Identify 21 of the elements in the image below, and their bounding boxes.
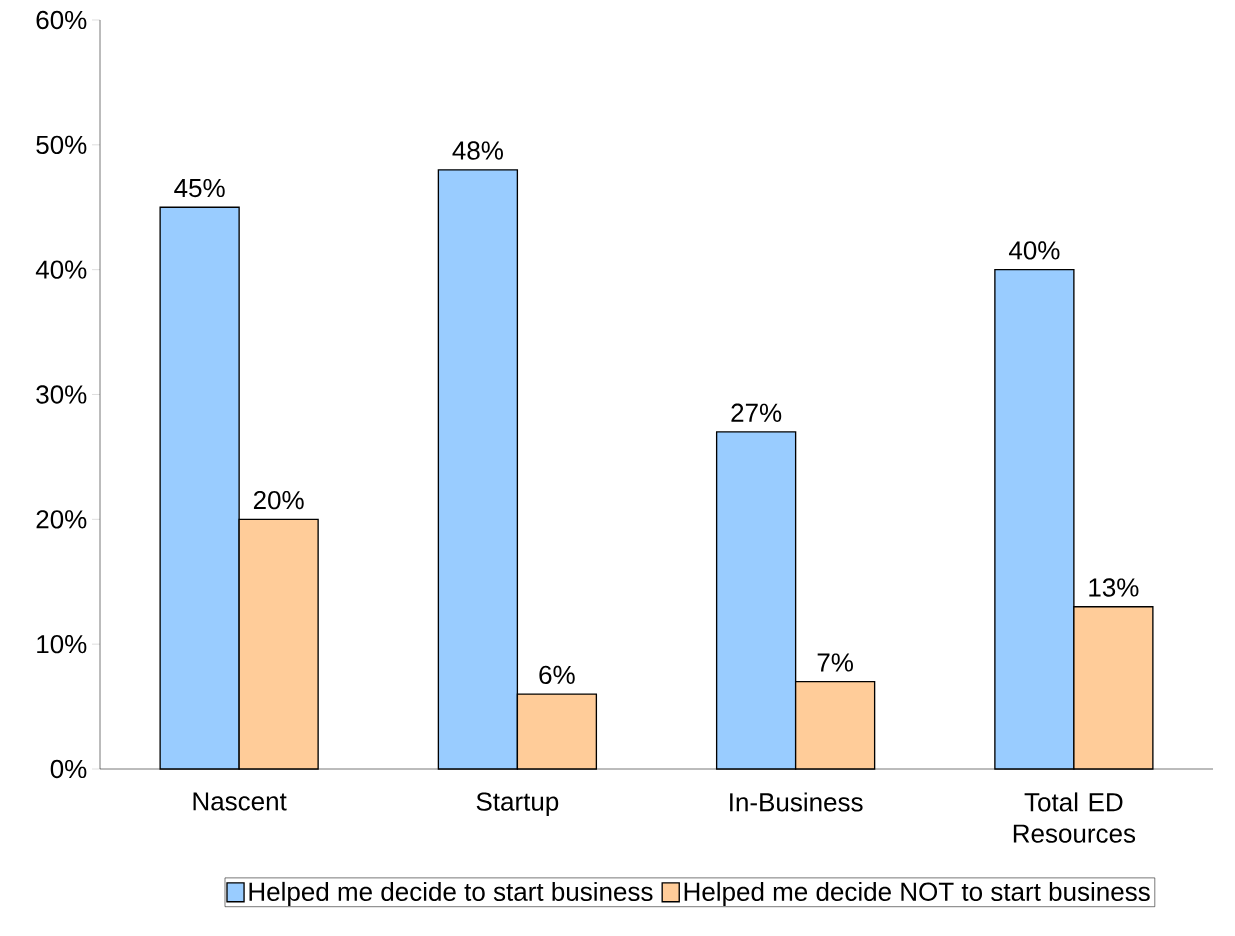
- x-tick-label: Total ED Resources: [1013, 792, 1136, 843]
- data-label: 40%: [1008, 241, 1060, 260]
- data-label: 20%: [253, 490, 304, 510]
- data-label: 13%: [1089, 578, 1139, 597]
- y-tick-label: 50%: [36, 135, 87, 155]
- data-label: 45%: [174, 178, 225, 198]
- x-tick-label: Nascent: [193, 792, 287, 811]
- x-tick-label: Startup: [476, 792, 559, 816]
- y-tick-label: 0%: [50, 759, 87, 779]
- legend-label: Helped me decide to start business: [249, 881, 653, 907]
- y-tick-label: 30%: [36, 385, 87, 404]
- y-tick-label: 20%: [36, 510, 87, 529]
- data-label: 48%: [452, 141, 503, 160]
- y-tick-label: 60%: [36, 10, 87, 30]
- legend-label: Helped me decide NOT to start business: [684, 881, 1150, 907]
- data-label: 7%: [817, 653, 853, 672]
- data-label: 27%: [731, 403, 782, 422]
- data-label: 6%: [539, 665, 575, 685]
- y-tick-label: 40%: [35, 260, 87, 279]
- x-tick-label: In-Business: [730, 792, 863, 812]
- y-tick-label: 10%: [37, 634, 87, 654]
